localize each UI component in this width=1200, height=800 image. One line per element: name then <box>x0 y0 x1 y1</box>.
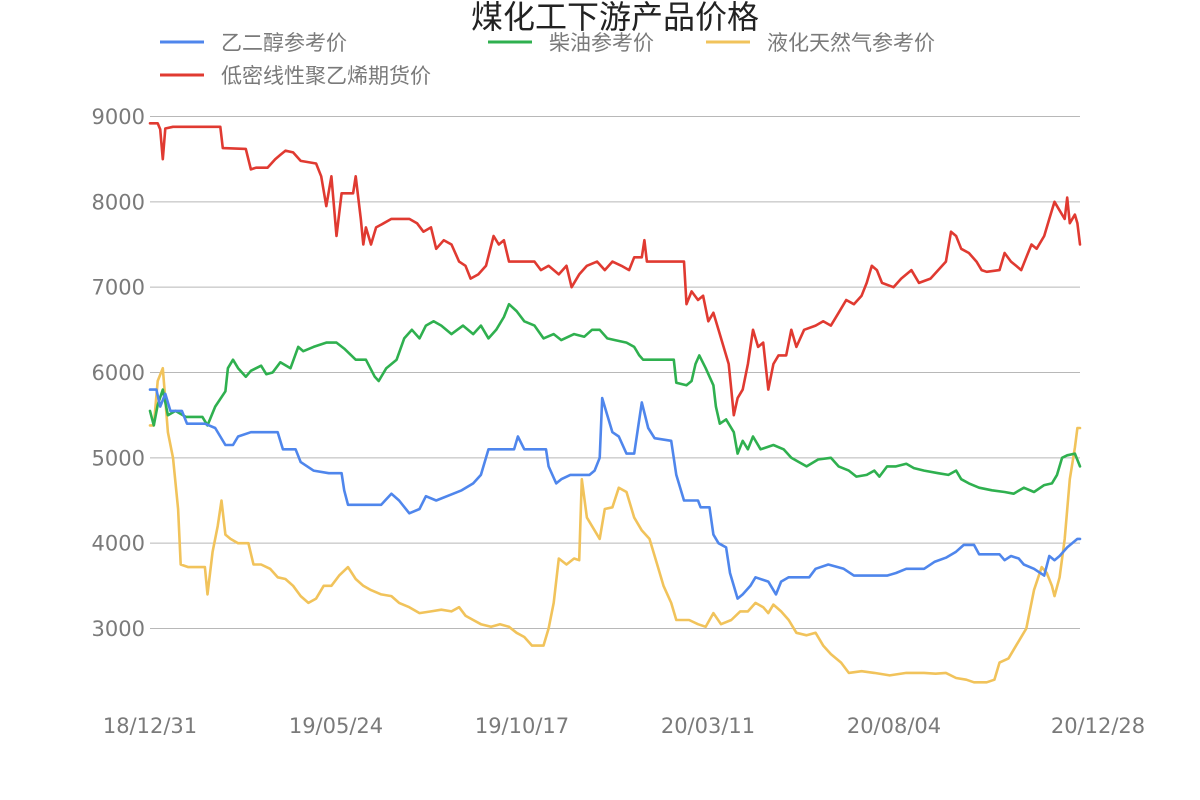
x-tick-label: 19/05/24 <box>289 714 383 738</box>
legend-item[interactable]: 柴油参考价 <box>488 31 654 55</box>
x-tick-label: 20/08/04 <box>847 714 941 738</box>
legend-label: 柴油参考价 <box>549 31 654 55</box>
gridlines <box>150 116 1080 629</box>
y-axis-ticks: 3000 4000 5000 6000 7000 8000 9000 <box>92 105 145 641</box>
chart-title: 煤化工下游产品价格 <box>471 0 759 36</box>
series-line <box>148 122 1082 417</box>
plot-area <box>148 122 1082 684</box>
series-line <box>148 388 1082 600</box>
legend-label: 低密线性聚乙烯期货价 <box>221 64 431 88</box>
x-axis-ticks: 18/12/31 19/05/24 19/10/17 20/03/11 20/08/04… <box>103 714 1145 738</box>
legend-item[interactable]: 乙二醇参考价 <box>160 31 347 55</box>
x-tick-label: 20/12/28 <box>1051 714 1145 738</box>
x-tick-label: 20/03/11 <box>661 714 755 738</box>
series-line <box>148 366 1082 684</box>
legend-label: 液化天然气参考价 <box>767 31 935 55</box>
series-line <box>148 302 1082 495</box>
y-tick-label: 8000 <box>92 190 145 214</box>
y-tick-label: 5000 <box>92 446 145 470</box>
x-tick-label: 18/12/31 <box>103 714 197 738</box>
legend-label: 乙二醇参考价 <box>221 31 347 55</box>
legend-item[interactable]: 液化天然气参考价 <box>706 31 935 55</box>
y-tick-label: 4000 <box>92 532 145 556</box>
x-tick-label: 19/10/17 <box>475 714 569 738</box>
y-tick-label: 3000 <box>92 617 145 641</box>
legend-item[interactable]: 低密线性聚乙烯期货价 <box>160 64 431 88</box>
y-tick-label: 6000 <box>92 361 145 385</box>
y-tick-label: 7000 <box>92 276 145 300</box>
y-tick-label: 9000 <box>92 105 145 129</box>
